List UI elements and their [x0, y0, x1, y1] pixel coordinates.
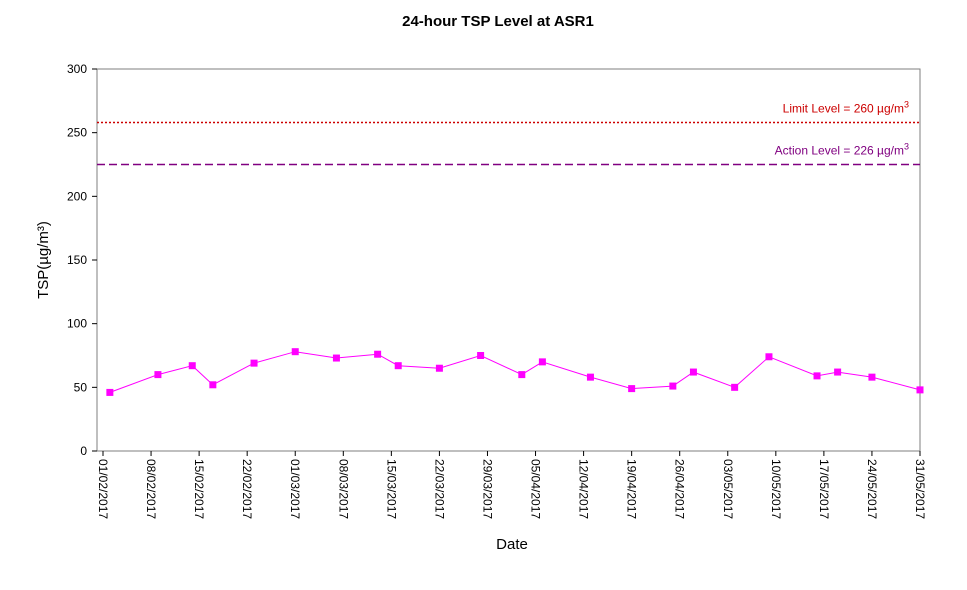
data-point [518, 371, 526, 379]
y-tick-label: 200 [67, 189, 87, 203]
x-tick-label: 31/05/2017 [913, 459, 927, 519]
data-point [209, 381, 217, 389]
x-axis: 01/02/2017 08/02/2017 15/02/2017 22/02/2017… [96, 451, 927, 519]
x-tick-label: 05/04/2017 [529, 459, 543, 519]
data-point [868, 373, 876, 381]
data-point [731, 383, 739, 391]
y-axis: 0 50 100 150 200 250 300 [67, 62, 97, 458]
x-tick-label: 01/02/2017 [96, 459, 110, 519]
data-point [332, 354, 340, 362]
x-tick-label: 24/05/2017 [865, 459, 879, 519]
data-point [628, 385, 636, 393]
data-point [669, 382, 677, 390]
y-tick-label: 50 [74, 380, 88, 394]
y-tick-label: 300 [67, 62, 87, 76]
data-point [188, 362, 196, 370]
x-tick-label: 19/04/2017 [625, 459, 639, 519]
y-tick-label: 150 [67, 253, 87, 267]
x-tick-label: 15/03/2017 [384, 459, 398, 519]
x-tick-label: 10/05/2017 [769, 459, 783, 519]
x-tick-label: 17/05/2017 [817, 459, 831, 519]
reference-lines: Limit Level = 260 µg/m3 Action Level = 22… [97, 99, 920, 166]
x-tick-label: 12/04/2017 [577, 459, 591, 519]
x-tick-label: 08/02/2017 [144, 459, 158, 519]
data-point [813, 372, 821, 380]
data-point [394, 362, 402, 370]
x-tick-label: 08/03/2017 [336, 459, 350, 519]
data-point [154, 371, 162, 379]
x-tick-label: 26/04/2017 [673, 459, 687, 519]
data-point [106, 388, 114, 396]
x-tick-label: 03/05/2017 [721, 459, 735, 519]
data-point [250, 359, 258, 367]
data-point [374, 350, 382, 358]
y-tick-label: 0 [80, 444, 87, 458]
data-point [834, 368, 842, 376]
plot-area [96, 68, 921, 452]
x-tick-label: 29/03/2017 [480, 459, 494, 519]
x-tick-label: 22/02/2017 [240, 459, 254, 519]
data-point [586, 373, 594, 381]
data-point [765, 353, 773, 361]
data-point [477, 352, 485, 359]
y-tick-label: 100 [67, 317, 87, 331]
data-point [435, 364, 443, 372]
data-point [689, 368, 697, 376]
data-point [291, 348, 299, 356]
x-tick-label: 15/02/2017 [192, 459, 206, 519]
x-axis-title: Date [496, 536, 528, 553]
data-point [538, 358, 546, 366]
x-tick-label: 22/03/2017 [432, 459, 446, 519]
reference-line-label: Action Level = 226 µg/m3 [775, 142, 909, 158]
chart-title: 24-hour TSP Level at ASR1 [402, 13, 594, 30]
x-tick-label: 01/03/2017 [288, 459, 302, 519]
data-series [106, 348, 924, 396]
data-point [916, 386, 924, 394]
reference-line-label: Limit Level = 260 µg/m3 [783, 99, 909, 115]
y-axis-title: TSP(µg/m³) [35, 221, 52, 299]
series-line [109, 351, 921, 393]
y-tick-label: 250 [67, 126, 87, 140]
